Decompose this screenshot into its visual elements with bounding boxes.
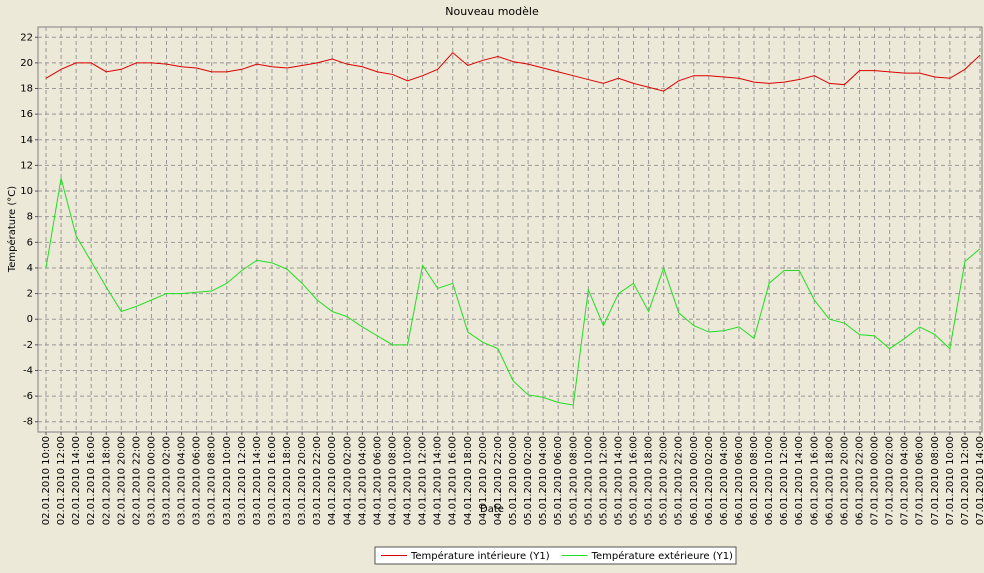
x-tick-label: 07.01.2010 00:00 <box>870 436 881 525</box>
x-tick-label: 06.01.2010 10:00 <box>764 436 775 525</box>
x-tick-label: 03.01.2010 04:00 <box>177 436 188 525</box>
y-tick-label: 22 <box>20 32 33 43</box>
y-tick-label: 8 <box>27 212 33 223</box>
legend <box>374 546 737 565</box>
legend-label: Température extérieure (Y1) <box>591 550 733 562</box>
y-axis-title: Température (°C) <box>6 186 18 273</box>
x-tick-label: 07.01.2010 02:00 <box>885 436 896 525</box>
x-tick-label: 05.01.2010 14:00 <box>613 436 624 525</box>
y-tick-label: 18 <box>20 84 33 95</box>
x-tick-label: 06.01.2010 18:00 <box>824 436 835 525</box>
x-tick-label: 04.01.2010 06:00 <box>372 436 383 525</box>
x-tick-label: 03.01.2010 22:00 <box>312 436 323 525</box>
x-tick-label: 03.01.2010 08:00 <box>207 436 218 525</box>
x-tick-label: 06.01.2010 22:00 <box>854 436 865 525</box>
x-tick-label: 02.01.2010 10:00 <box>41 436 52 525</box>
x-tick-label: 05.01.2010 16:00 <box>629 436 640 525</box>
x-tick-label: 03.01.2010 20:00 <box>297 436 308 525</box>
x-tick-label: 05.01.2010 12:00 <box>598 436 609 525</box>
x-tick-label: 03.01.2010 18:00 <box>282 436 293 525</box>
x-tick-label: 04.01.2010 04:00 <box>357 436 368 525</box>
x-tick-label: 05.01.2010 00:00 <box>508 436 519 525</box>
x-tick-label: 05.01.2010 02:00 <box>523 436 534 525</box>
x-tick-label: 04.01.2010 08:00 <box>387 436 398 525</box>
x-tick-label: 04.01.2010 02:00 <box>342 436 353 525</box>
x-tick-label: 02.01.2010 12:00 <box>56 436 67 525</box>
x-tick-label: 02.01.2010 16:00 <box>86 436 97 525</box>
x-tick-label: 03.01.2010 00:00 <box>146 436 157 525</box>
x-tick-label: 03.01.2010 10:00 <box>222 436 233 525</box>
x-tick-label: 07.01.2010 12:00 <box>960 436 971 525</box>
x-tick-label: 04.01.2010 12:00 <box>418 436 429 525</box>
x-tick-label: 05.01.2010 04:00 <box>538 436 549 525</box>
y-tick-label: 2 <box>27 289 33 300</box>
x-tick-label: 06.01.2010 12:00 <box>779 436 790 525</box>
y-tick-label: 0 <box>27 314 33 325</box>
y-tick-label: 20 <box>20 58 33 69</box>
x-tick-label: 07.01.2010 08:00 <box>930 436 941 525</box>
x-tick-label: 04.01.2010 16:00 <box>448 436 459 525</box>
x-tick-label: 06.01.2010 00:00 <box>689 436 700 525</box>
x-tick-label: 04.01.2010 14:00 <box>433 436 444 525</box>
x-tick-label: 05.01.2010 06:00 <box>553 436 564 525</box>
x-tick-label: 07.01.2010 10:00 <box>945 436 956 525</box>
x-tick-label: 06.01.2010 02:00 <box>704 436 715 525</box>
x-tick-label: 07.01.2010 04:00 <box>900 436 911 525</box>
x-tick-label: 06.01.2010 08:00 <box>749 436 760 525</box>
x-tick-label: 02.01.2010 20:00 <box>116 436 127 525</box>
x-tick-label: 06.01.2010 20:00 <box>839 436 850 525</box>
x-tick-label: 05.01.2010 08:00 <box>568 436 579 525</box>
x-tick-label: 02.01.2010 18:00 <box>101 436 112 525</box>
x-tick-label: 05.01.2010 18:00 <box>644 436 655 525</box>
y-tick-label: -4 <box>23 365 33 376</box>
legend-label: Température intérieure (Y1) <box>410 550 550 562</box>
series-line <box>45 51 981 92</box>
x-tick-label: 03.01.2010 14:00 <box>252 436 263 525</box>
y-tick-label: 10 <box>20 186 33 197</box>
x-tick-label: 05.01.2010 22:00 <box>674 436 685 525</box>
x-tick-label: 02.01.2010 14:00 <box>71 436 82 525</box>
plot-area <box>37 26 983 433</box>
x-tick-label: 06.01.2010 14:00 <box>794 436 805 525</box>
x-axis-title: Date <box>480 504 504 515</box>
y-tick-label: -6 <box>23 391 33 402</box>
x-tick-label: 05.01.2010 10:00 <box>583 436 594 525</box>
x-tick-label: 07.01.2010 14:00 <box>975 436 984 525</box>
x-tick-label: 03.01.2010 06:00 <box>192 436 203 525</box>
y-tick-label: -2 <box>23 340 33 351</box>
chart-title: Nouveau modèle <box>445 5 539 18</box>
x-tick-label: 06.01.2010 04:00 <box>719 436 730 525</box>
y-tick-label: 12 <box>20 160 33 171</box>
x-tick-label: 02.01.2010 22:00 <box>131 436 142 525</box>
y-tick-label: 14 <box>20 135 33 146</box>
x-tick-label: 04.01.2010 10:00 <box>403 436 414 525</box>
y-tick-label: 16 <box>20 109 33 120</box>
x-tick-label: 04.01.2010 00:00 <box>327 436 338 525</box>
x-tick-label: 04.01.2010 22:00 <box>493 436 504 525</box>
x-tick-label: 04.01.2010 18:00 <box>463 436 474 525</box>
y-tick-label: 4 <box>27 263 33 274</box>
x-tick-label: 05.01.2010 20:00 <box>659 436 670 525</box>
series-line <box>45 178 981 406</box>
x-tick-label: 03.01.2010 16:00 <box>267 436 278 525</box>
x-tick-label: 03.01.2010 02:00 <box>162 436 173 525</box>
x-tick-label: 06.01.2010 16:00 <box>809 436 820 525</box>
y-tick-label: 6 <box>27 237 33 248</box>
x-tick-label: 07.01.2010 06:00 <box>915 436 926 525</box>
x-tick-label: 03.01.2010 12:00 <box>237 436 248 525</box>
x-tick-label: 04.01.2010 20:00 <box>478 436 489 525</box>
x-tick-label: 06.01.2010 06:00 <box>734 436 745 525</box>
y-tick-label: -8 <box>23 417 33 428</box>
